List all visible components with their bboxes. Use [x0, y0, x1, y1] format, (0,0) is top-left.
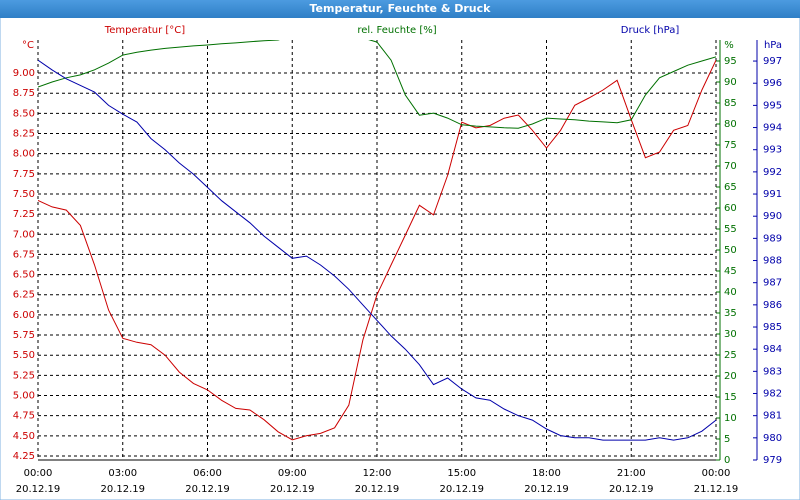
y2-tick-label: 55 [724, 224, 737, 235]
y-tick-label: 4.50 [13, 431, 35, 442]
legend-label: Druck [hPa] [621, 25, 680, 36]
x-tick-label: 12:00 [363, 468, 392, 479]
y-tick-label: 7.00 [13, 229, 35, 240]
y2-tick-label: 70 [724, 161, 737, 172]
y2-tick-label: 95 [724, 56, 737, 67]
y-tick-label: 5.75 [13, 330, 35, 341]
x-tick-label: 00:00 [702, 468, 731, 479]
y-tick-label: 8.00 [13, 149, 35, 160]
y3-tick-label: 986 [763, 300, 782, 311]
x-tick-date: 20.12.19 [16, 484, 61, 495]
series-line [38, 59, 716, 441]
y3-tick-label: 979 [763, 455, 782, 466]
y3-tick-label: 980 [763, 433, 782, 444]
x-tick-date: 20.12.19 [355, 484, 400, 495]
y-tick-label: 6.75 [13, 249, 35, 260]
y-tick-label: 8.75 [13, 88, 35, 99]
x-tick-label: 18:00 [532, 468, 561, 479]
y2-tick-label: 0 [724, 455, 730, 466]
y3-tick-label: 996 [763, 78, 782, 89]
y-tick-label: 4.75 [13, 411, 35, 422]
y3-tick-label: 984 [763, 344, 782, 355]
y-tick-label: 9.00 [13, 68, 35, 79]
x-tick-label: 06:00 [193, 468, 222, 479]
y2-tick-label: 90 [724, 77, 737, 88]
y3-tick-label: 997 [763, 56, 782, 67]
y2-tick-label: 10 [724, 413, 737, 424]
x-tick-date: 20.12.19 [524, 484, 569, 495]
x-tick-label: 03:00 [108, 468, 137, 479]
x-tick-label: 21:00 [617, 468, 646, 479]
y2-tick-label: 80 [724, 119, 737, 130]
chart-title: Temperatur, Feuchte & Druck [310, 2, 492, 15]
y3-tick-label: 990 [763, 211, 782, 222]
series-line [38, 59, 716, 441]
y2-tick-label: 50 [724, 245, 737, 256]
y2-tick-label: 75 [724, 140, 737, 151]
y-tick-label: 7.50 [13, 189, 35, 200]
x-tick-date: 20.12.19 [185, 484, 230, 495]
y3-tick-label: 992 [763, 167, 782, 178]
y2-tick-label: 30 [724, 329, 737, 340]
y3-tick-label: 985 [763, 322, 782, 333]
legend-label: Temperatur [°C] [104, 25, 185, 36]
x-tick-date: 21.12.19 [694, 484, 739, 495]
y-tick-label: 5.25 [13, 370, 35, 381]
y2-tick-label: 65 [724, 182, 737, 193]
x-tick-date: 20.12.19 [100, 484, 145, 495]
y3-tick-label: 993 [763, 145, 782, 156]
y3-unit: hPa [764, 40, 782, 51]
y-tick-label: 5.50 [13, 350, 35, 361]
x-tick-label: 00:00 [24, 468, 53, 479]
y3-tick-label: 995 [763, 100, 782, 111]
x-tick-date: 20.12.19 [609, 484, 654, 495]
y-tick-label: 6.50 [13, 270, 35, 281]
y3-tick-label: 989 [763, 233, 782, 244]
x-tick-date: 20.12.19 [439, 484, 484, 495]
y3-tick-label: 988 [763, 256, 782, 267]
y-unit: °C [22, 40, 34, 51]
y2-tick-label: 5 [724, 434, 730, 445]
legend-label: rel. Feuchte [%] [357, 25, 436, 36]
x-tick-label: 09:00 [278, 468, 307, 479]
y-tick-label: 4.25 [13, 451, 35, 462]
y2-tick-label: 25 [724, 350, 737, 361]
y2-tick-label: 35 [724, 308, 737, 319]
y-tick-label: 6.25 [13, 290, 35, 301]
y2-tick-label: 40 [724, 287, 737, 298]
y-tick-label: 7.25 [13, 209, 35, 220]
y2-unit: % [724, 40, 734, 51]
y-tick-label: 5.00 [13, 391, 35, 402]
y-tick-label: 8.25 [13, 129, 35, 140]
y2-tick-label: 20 [724, 371, 737, 382]
y3-tick-label: 994 [763, 123, 782, 134]
y3-tick-label: 983 [763, 366, 782, 377]
y-tick-label: 6.00 [13, 310, 35, 321]
y3-tick-label: 987 [763, 278, 782, 289]
y3-tick-label: 991 [763, 189, 782, 200]
series-line [38, 40, 716, 129]
x-tick-label: 15:00 [447, 468, 476, 479]
y2-tick-label: 15 [724, 392, 737, 403]
y-tick-label: 8.50 [13, 108, 35, 119]
y2-tick-label: 85 [724, 98, 737, 109]
y3-tick-label: 982 [763, 389, 782, 400]
y3-tick-label: 981 [763, 411, 782, 422]
x-tick-date: 20.12.19 [270, 484, 315, 495]
y-tick-label: 7.75 [13, 169, 35, 180]
y2-tick-label: 45 [724, 266, 737, 277]
title-bar [0, 0, 800, 18]
y2-tick-label: 60 [724, 203, 737, 214]
